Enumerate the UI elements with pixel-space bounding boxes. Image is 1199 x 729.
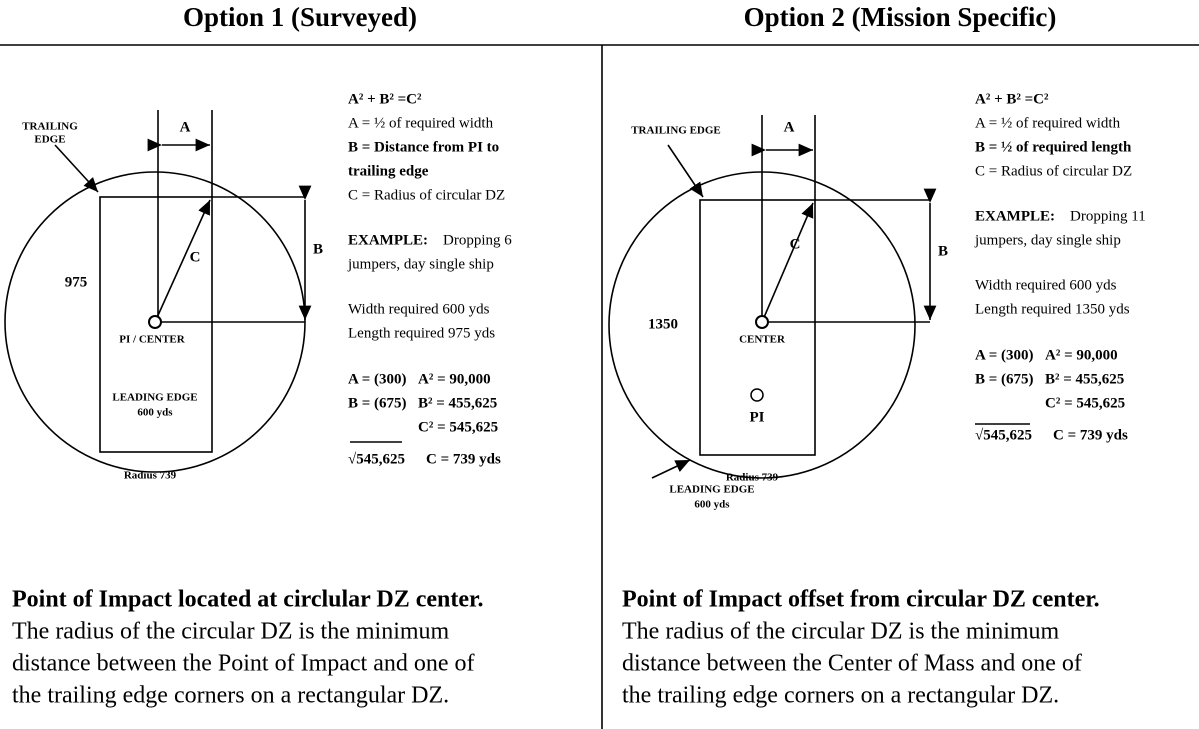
calc: C² = 545,625	[418, 419, 498, 435]
height-label: B	[313, 241, 323, 257]
pointer	[651, 459, 691, 479]
requirement: Width required 600 yds	[975, 277, 1117, 293]
leading-edge-label: 600 yds	[137, 407, 173, 419]
dz-rect	[99, 196, 213, 453]
example-text: Dropping 11	[1070, 208, 1146, 224]
definition: C = Radius of circular DZ	[348, 187, 505, 203]
height-label: B	[938, 243, 948, 259]
leading-edge-label: LEADING EDGE	[112, 392, 197, 404]
leading-edge-label: 600 yds	[694, 499, 730, 511]
radius-text: Radius 739	[124, 470, 177, 482]
radius-text: Radius 739	[726, 472, 779, 484]
calc: B = (675)	[348, 395, 407, 411]
requirement: Width required 600 yds	[348, 301, 490, 317]
panel-title: Option 2 (Mission Specific)	[744, 2, 1057, 32]
example-text: Dropping 6	[443, 232, 512, 248]
definition: trailing edge	[348, 163, 429, 179]
formula: A² + B² =C²	[975, 91, 1049, 107]
calc: A = (300)	[975, 347, 1034, 363]
definition: B = ½ of required length	[975, 139, 1132, 155]
requirement: Length required 975 yds	[348, 325, 495, 341]
calc: B² = 455,625	[418, 395, 497, 411]
pi-marker	[750, 388, 764, 402]
pi-label: PI	[750, 409, 765, 425]
definition: A = ½ of required width	[975, 115, 1121, 131]
example-text: jumpers, day single ship	[974, 232, 1121, 248]
calc: B² = 455,625	[1045, 371, 1124, 387]
caption-body: The radius of the circular DZ is the min…	[12, 619, 450, 645]
definition: A = ½ of required width	[348, 115, 494, 131]
radius-label: C	[790, 236, 801, 252]
radius-arrow	[154, 199, 211, 323]
trailing-edge-label: TRAILING EDGE	[631, 125, 721, 137]
length-label: 1350	[648, 316, 678, 332]
caption-body: the trailing edge corners on a rectangul…	[622, 683, 1059, 709]
length-label: 975	[65, 274, 88, 290]
leading-edge-label: LEADING EDGE	[669, 484, 754, 496]
width-label: A	[784, 119, 795, 135]
requirement: Length required 1350 yds	[975, 301, 1130, 317]
radius-label: C	[190, 249, 201, 265]
caption-body: distance between the Center of Mass and …	[622, 651, 1082, 677]
layout	[0, 44, 1199, 729]
calc: √545,625	[348, 451, 405, 467]
calc: A = (300)	[348, 371, 407, 387]
center-label: CENTER	[739, 334, 786, 346]
caption-body: the trailing edge corners on a rectangul…	[12, 683, 449, 709]
pointer	[54, 144, 99, 193]
calc: C = 739 yds	[1053, 427, 1128, 443]
caption-heading: Point of Impact offset from circular DZ …	[622, 587, 1100, 613]
trailing-edge-label: EDGE	[34, 134, 65, 146]
calc: B = (675)	[975, 371, 1034, 387]
formula: A² + B² =C²	[348, 91, 422, 107]
example-label: EXAMPLE:	[975, 208, 1055, 224]
example-text: jumpers, day single ship	[347, 256, 494, 272]
trailing-edge-label: TRAILING	[22, 121, 78, 133]
calc: √545,625	[975, 427, 1032, 443]
radius-arrow	[761, 202, 814, 323]
definition: B = Distance from PI to	[348, 139, 499, 155]
caption-body: distance between the Point of Impact and…	[12, 651, 475, 677]
definition: C = Radius of circular DZ	[975, 163, 1132, 179]
pointer	[667, 144, 704, 198]
example-label: EXAMPLE:	[348, 232, 428, 248]
center-marker	[148, 315, 162, 329]
dz-rect	[699, 199, 816, 456]
calc: C² = 545,625	[1045, 395, 1125, 411]
panel-title: Option 1 (Surveyed)	[183, 2, 417, 32]
caption-body: The radius of the circular DZ is the min…	[622, 619, 1060, 645]
calc: A² = 90,000	[1045, 347, 1118, 363]
center-marker	[755, 315, 769, 329]
caption-heading: Point of Impact located at circlular DZ …	[12, 587, 483, 613]
calc: A² = 90,000	[418, 371, 491, 387]
width-label: A	[180, 119, 191, 135]
center-label: PI / CENTER	[119, 334, 185, 346]
calc: C = 739 yds	[426, 451, 501, 467]
